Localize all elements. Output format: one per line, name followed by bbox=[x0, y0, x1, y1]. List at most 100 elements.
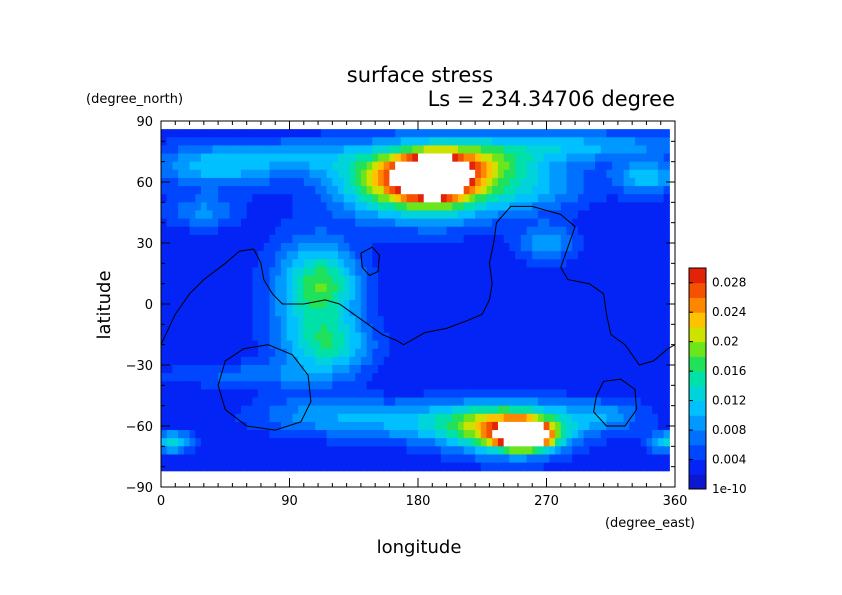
heatmap-cell bbox=[515, 316, 522, 325]
heatmap-cell bbox=[223, 332, 231, 342]
heatmap-cell bbox=[435, 177, 442, 187]
heatmap-cell bbox=[480, 389, 488, 399]
heatmap-cell bbox=[492, 430, 499, 439]
heatmap-cell bbox=[497, 405, 505, 415]
heatmap-cell bbox=[526, 145, 533, 155]
heatmap-cell bbox=[206, 169, 213, 179]
heatmap-cell bbox=[246, 161, 253, 171]
heatmap-cell bbox=[315, 194, 322, 203]
heatmap-cell bbox=[452, 283, 459, 293]
heatmap-cell bbox=[161, 210, 168, 220]
heatmap-cell bbox=[166, 397, 174, 407]
heatmap-cell bbox=[258, 430, 265, 439]
heatmap-cell bbox=[629, 438, 636, 447]
heatmap-cell bbox=[640, 430, 648, 439]
heatmap-cell bbox=[258, 308, 265, 317]
heatmap-cell bbox=[446, 243, 453, 252]
heatmap-cell bbox=[269, 332, 276, 342]
heatmap-cell bbox=[469, 194, 476, 203]
heatmap-cell bbox=[652, 430, 659, 439]
heatmap-cell bbox=[223, 381, 231, 390]
heatmap-cell bbox=[566, 308, 573, 317]
heatmap-cell bbox=[412, 356, 419, 366]
heatmap-cell bbox=[189, 413, 196, 423]
heatmap-cell bbox=[229, 373, 236, 382]
heatmap-cell bbox=[606, 251, 613, 260]
heatmap-cell bbox=[166, 275, 174, 285]
heatmap-cell bbox=[252, 389, 259, 399]
heatmap-cell bbox=[183, 438, 191, 447]
heatmap-cell bbox=[623, 373, 630, 382]
heatmap-cell bbox=[520, 161, 528, 171]
heatmap-cell bbox=[343, 275, 351, 285]
heatmap-cell bbox=[537, 153, 545, 163]
heatmap-cell bbox=[543, 275, 550, 285]
heatmap-cell bbox=[189, 421, 196, 431]
heatmap-cell bbox=[589, 397, 596, 407]
heatmap-cell bbox=[549, 267, 556, 277]
heatmap-cell bbox=[515, 186, 522, 195]
heatmap-cell bbox=[275, 194, 282, 203]
heatmap-cell bbox=[229, 251, 236, 260]
heatmap-cell bbox=[543, 234, 550, 244]
heatmap-cell bbox=[303, 145, 311, 155]
heatmap-cell bbox=[240, 397, 248, 407]
heatmap-cell bbox=[349, 251, 356, 260]
heatmap-cell bbox=[657, 413, 665, 423]
heatmap-cell bbox=[600, 275, 608, 285]
heatmap-cell bbox=[606, 243, 613, 252]
heatmap-cell bbox=[206, 462, 213, 472]
heatmap-cell bbox=[240, 145, 248, 155]
heatmap-cell bbox=[446, 413, 453, 423]
heatmap-cell bbox=[372, 202, 379, 212]
heatmap-cell bbox=[452, 389, 459, 399]
heatmap-cell bbox=[640, 137, 648, 146]
heatmap-cell bbox=[366, 226, 373, 236]
heatmap-cell bbox=[200, 169, 208, 179]
heatmap-cell bbox=[423, 275, 431, 285]
heatmap-cell bbox=[412, 430, 419, 439]
heatmap-cell bbox=[195, 169, 202, 179]
heatmap-cell bbox=[492, 405, 499, 415]
heatmap-cell bbox=[572, 243, 579, 252]
heatmap-cell bbox=[595, 283, 602, 293]
heatmap-cell bbox=[577, 153, 585, 163]
heatmap-cell bbox=[286, 421, 293, 431]
heatmap-cell bbox=[320, 145, 328, 155]
heatmap-plot-area bbox=[161, 121, 675, 487]
heatmap-cell bbox=[178, 194, 185, 203]
heatmap-cell bbox=[212, 251, 219, 260]
heatmap-cell bbox=[452, 243, 459, 252]
heatmap-cell bbox=[520, 316, 528, 325]
heatmap-cell bbox=[172, 299, 179, 309]
heatmap-cell bbox=[320, 462, 328, 472]
heatmap-cell bbox=[497, 299, 505, 309]
heatmap-cell bbox=[526, 430, 533, 439]
heatmap-cell bbox=[263, 291, 271, 301]
heatmap-cell bbox=[389, 405, 396, 415]
heatmap-cell bbox=[595, 291, 602, 301]
heatmap-cell bbox=[497, 251, 505, 260]
heatmap-cell bbox=[509, 226, 516, 236]
heatmap-cell bbox=[252, 161, 259, 171]
heatmap-cell bbox=[537, 462, 545, 472]
heatmap-cell bbox=[343, 202, 351, 212]
heatmap-cell bbox=[395, 267, 402, 277]
heatmap-cell bbox=[172, 210, 179, 220]
heatmap-cell bbox=[280, 381, 288, 390]
heatmap-cell bbox=[509, 291, 516, 301]
heatmap-cell bbox=[520, 243, 528, 252]
heatmap-cell bbox=[355, 186, 362, 195]
heatmap-cell bbox=[560, 421, 568, 431]
heatmap-cell bbox=[383, 381, 391, 390]
heatmap-cell bbox=[263, 438, 271, 447]
heatmap-cell bbox=[280, 348, 288, 358]
heatmap-cell bbox=[572, 283, 579, 293]
heatmap-cell bbox=[606, 373, 613, 382]
heatmap-cell bbox=[440, 129, 448, 138]
heatmap-cell bbox=[366, 381, 373, 390]
heatmap-cell bbox=[446, 308, 453, 317]
heatmap-cell bbox=[206, 308, 213, 317]
heatmap-cell bbox=[252, 316, 259, 325]
heatmap-cell bbox=[657, 397, 665, 407]
